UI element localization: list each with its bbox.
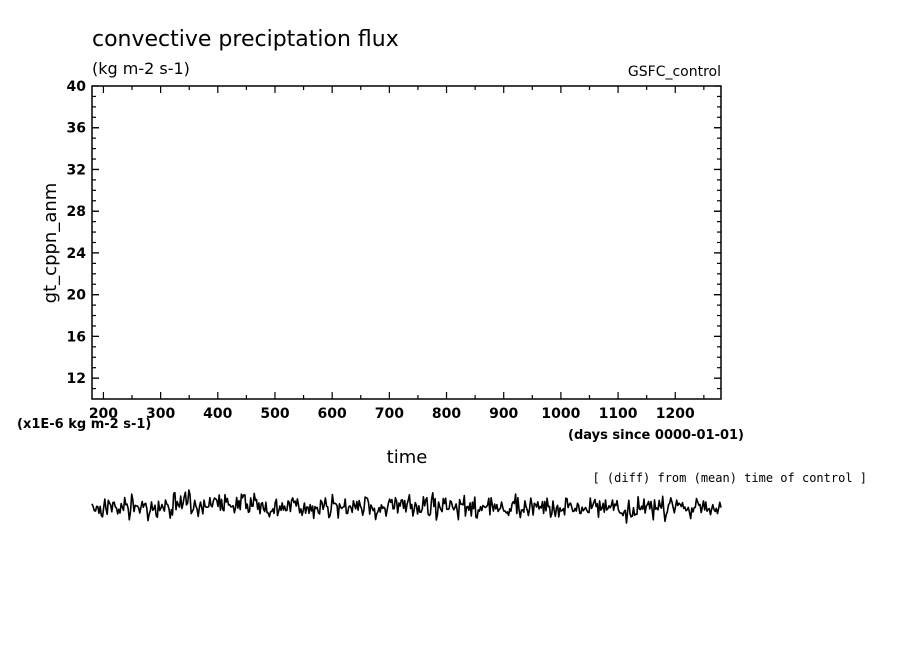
y-tick-label: 40: [67, 79, 87, 95]
y-tick-label: 24: [67, 246, 87, 262]
y-tick-label: 32: [67, 162, 86, 178]
y-tick-label: 20: [67, 288, 87, 304]
x-tick-label: 1000: [541, 406, 580, 422]
y-axis-label: gt_cppn_anm: [40, 183, 61, 304]
y-tick-label: 28: [67, 204, 86, 220]
x-unit-note: (days since 0000-01-01): [568, 428, 744, 443]
y-tick-label: 16: [67, 329, 86, 345]
diff-note: [ (diff) from (mean) time of control ]: [592, 471, 867, 485]
x-axis-ticks: 200 300 400 500 600 700 800 900 1000 1100 1200: [89, 86, 705, 422]
x-tick-label: 300: [146, 406, 175, 422]
x-tick-label: 900: [489, 406, 518, 422]
x-tick-label: 1200: [656, 406, 695, 422]
x-tick-label: 600: [318, 406, 347, 422]
x-tick-label: 400: [203, 406, 232, 422]
y-axis-ticks: 12 16 20 24 28 32 36 40: [67, 79, 721, 390]
run-label: GSFC_control: [628, 64, 721, 80]
x-tick-label: 700: [375, 406, 404, 422]
chart-title: convective preciptation flux: [92, 27, 399, 52]
x-tick-label: 800: [432, 406, 461, 422]
x-tick-label: 500: [260, 406, 289, 422]
y-scale-note: (x1E-6 kg m-2 s-1): [17, 417, 151, 432]
x-axis-label: time: [387, 447, 428, 468]
y-tick-label: 12: [67, 371, 86, 387]
y-tick-label: 36: [67, 121, 86, 137]
plot-frame: [91, 85, 722, 400]
x-tick-label: 1100: [599, 406, 638, 422]
chart-units: (kg m-2 s-1): [92, 59, 190, 78]
diff-series-line: [91, 489, 722, 524]
x-tick-label: 200: [89, 406, 118, 422]
